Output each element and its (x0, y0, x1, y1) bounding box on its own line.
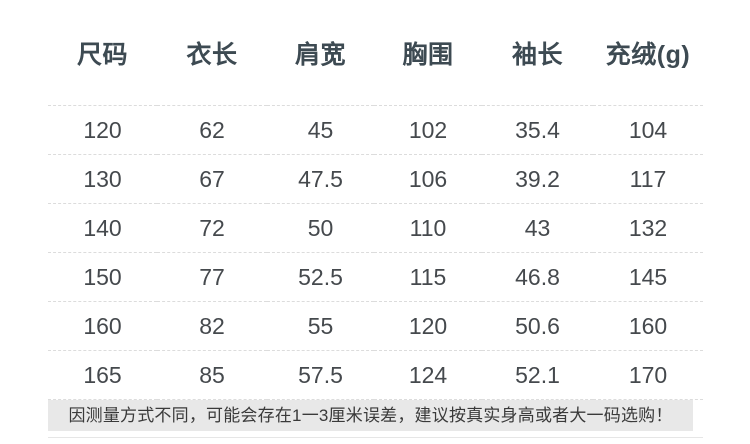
cell-shoulder: 52.5 (267, 252, 374, 302)
table-header-row: 尺码 衣长 肩宽 胸围 袖长 充绒(g) (48, 0, 703, 106)
cell-fill: 104 (593, 105, 703, 155)
size-table: 尺码 衣长 肩宽 胸围 袖长 充绒(g) 120 62 45 102 35.4 … (48, 0, 703, 400)
cell-shoulder: 50 (267, 203, 374, 253)
cell-shoulder: 45 (267, 105, 374, 155)
cell-length: 85 (157, 350, 267, 400)
column-header-shoulder: 肩宽 (294, 40, 346, 69)
cell-length: 82 (157, 301, 267, 351)
cell-fill: 170 (593, 350, 703, 400)
cell-fill: 160 (593, 301, 703, 351)
table-row: 160 82 55 120 50.6 160 (48, 301, 703, 351)
cell-bust: 115 (374, 252, 482, 302)
cell-shoulder: 57.5 (267, 350, 374, 400)
cell-length: 77 (157, 252, 267, 302)
table-row: 165 85 57.5 124 52.1 170 (48, 350, 703, 400)
size-table-body: 120 62 45 102 35.4 104 130 67 47.5 106 3… (48, 105, 703, 400)
cell-length: 72 (157, 203, 267, 253)
size-table-head: 尺码 衣长 肩宽 胸围 袖长 充绒(g) (48, 0, 703, 106)
cell-sleeve: 50.6 (482, 301, 593, 351)
cell-fill: 117 (593, 154, 703, 204)
measurement-note-text: 因测量方式不同，可能会存在1一3厘米误差，建议按真实身高或者大一码选购！ (68, 406, 673, 425)
cell-sleeve: 46.8 (482, 252, 593, 302)
cell-bust: 106 (374, 154, 482, 204)
cell-length: 62 (157, 105, 267, 155)
cell-bust: 120 (374, 301, 482, 351)
measurement-note-banner: 因测量方式不同，可能会存在1一3厘米误差，建议按真实身高或者大一码选购！ (48, 400, 693, 431)
column-header-size: 尺码 (76, 40, 128, 69)
table-row: 140 72 50 110 43 132 (48, 203, 703, 253)
cell-sleeve: 35.4 (482, 105, 593, 155)
table-row: 130 67 47.5 106 39.2 117 (48, 154, 703, 204)
cell-shoulder: 47.5 (267, 154, 374, 204)
cell-bust: 110 (374, 203, 482, 253)
cell-size: 130 (48, 154, 157, 204)
cell-size: 120 (48, 105, 157, 155)
cell-sleeve: 43 (482, 203, 593, 253)
size-table-container: 尺码 衣长 肩宽 胸围 袖长 充绒(g) 120 62 45 102 35.4 … (48, 0, 703, 400)
cell-fill: 132 (593, 203, 703, 253)
column-header-sleeve: 袖长 (511, 40, 563, 69)
cell-size: 150 (48, 252, 157, 302)
column-header-length: 衣长 (186, 40, 238, 69)
bottom-divider (48, 437, 703, 438)
column-header-fill: 充绒(g) (605, 40, 691, 69)
cell-bust: 102 (374, 105, 482, 155)
table-row: 120 62 45 102 35.4 104 (48, 105, 703, 155)
cell-size: 165 (48, 350, 157, 400)
cell-shoulder: 55 (267, 301, 374, 351)
cell-sleeve: 39.2 (482, 154, 593, 204)
cell-length: 67 (157, 154, 267, 204)
column-header-bust: 胸围 (402, 40, 454, 69)
cell-size: 160 (48, 301, 157, 351)
table-row: 150 77 52.5 115 46.8 145 (48, 252, 703, 302)
cell-size: 140 (48, 203, 157, 253)
cell-bust: 124 (374, 350, 482, 400)
cell-fill: 145 (593, 252, 703, 302)
cell-sleeve: 52.1 (482, 350, 593, 400)
